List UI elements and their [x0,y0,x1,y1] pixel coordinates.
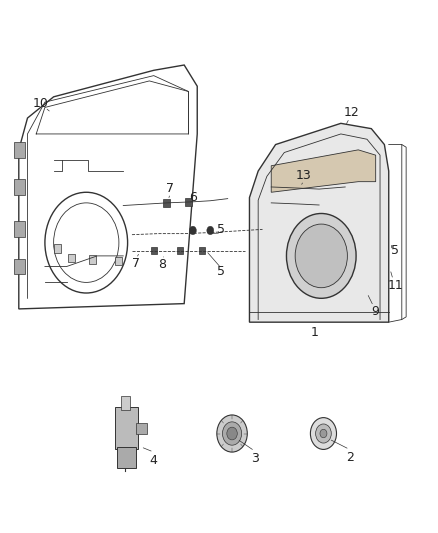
Circle shape [311,418,336,449]
Bar [198,247,205,254]
Circle shape [295,224,347,288]
Text: 4: 4 [150,454,158,466]
Polygon shape [271,150,376,192]
Text: 7: 7 [132,257,140,270]
Circle shape [320,429,327,438]
Circle shape [227,427,237,440]
Bar [115,407,138,449]
Bar [89,255,96,264]
Text: 11: 11 [387,279,403,292]
Text: 9: 9 [372,305,380,318]
Text: 5: 5 [217,265,225,278]
Bar [14,179,25,195]
Circle shape [217,415,247,452]
Circle shape [223,422,242,445]
Text: 5: 5 [391,244,399,257]
Text: 7: 7 [166,182,174,195]
Bar [116,257,122,265]
Circle shape [286,214,356,298]
Text: 5: 5 [217,223,225,236]
Bar [163,199,170,207]
Bar [67,254,74,262]
Bar [185,198,192,206]
Text: 3: 3 [251,452,258,465]
Circle shape [316,424,331,443]
Text: 6: 6 [189,191,197,204]
Text: 2: 2 [346,451,353,464]
Polygon shape [250,123,389,322]
Text: 12: 12 [344,106,360,119]
Bar [14,259,25,274]
Bar [54,244,61,253]
Text: 1: 1 [311,326,319,340]
Bar [136,423,147,433]
Text: 8: 8 [159,259,166,271]
Text: 13: 13 [296,169,312,182]
Text: 10: 10 [32,96,49,110]
Bar [14,221,25,237]
Bar [121,397,130,410]
Bar [151,247,157,254]
Bar [117,447,136,468]
Circle shape [207,226,214,235]
Bar [14,142,25,158]
Bar [177,247,183,254]
Circle shape [189,226,196,235]
